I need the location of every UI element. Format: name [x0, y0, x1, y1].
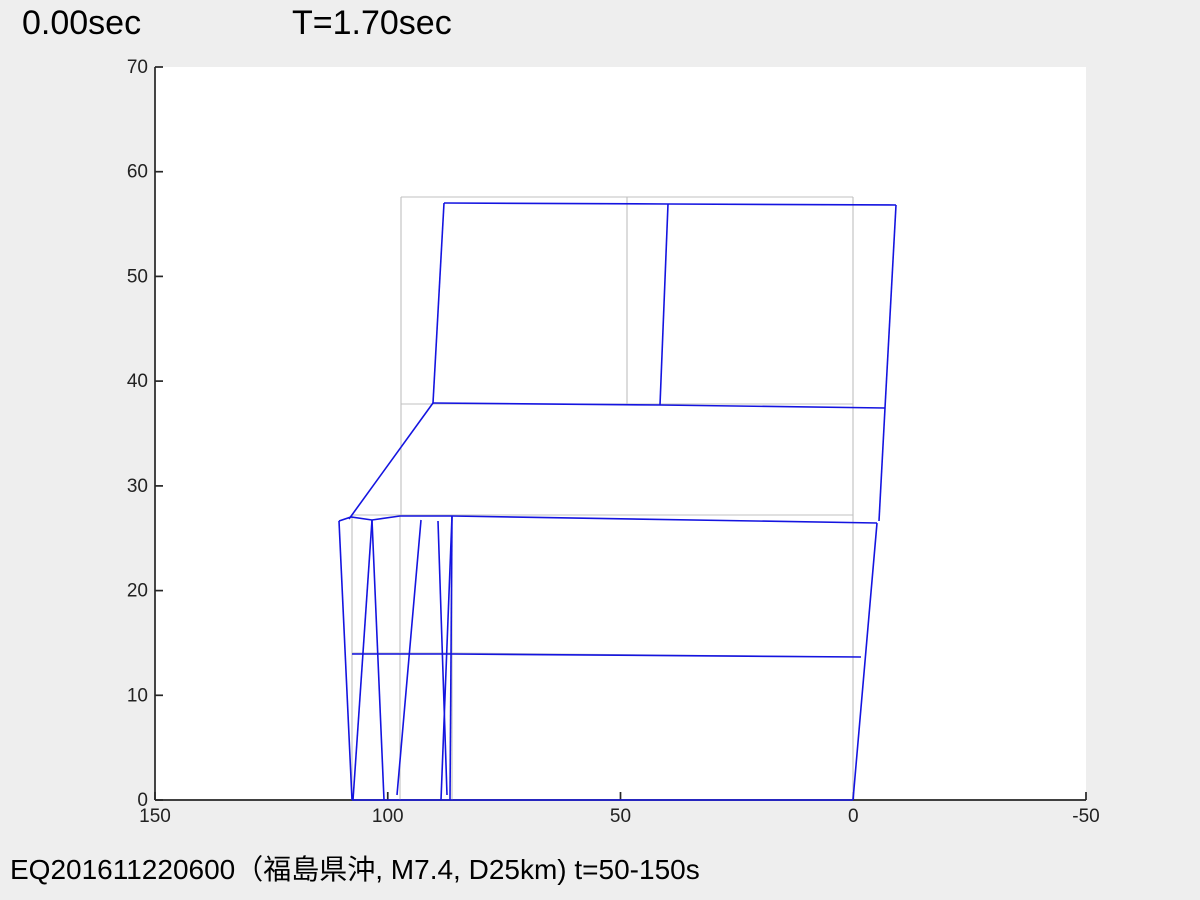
svg-text:30: 30: [127, 476, 148, 497]
svg-text:0: 0: [848, 806, 859, 827]
svg-text:10: 10: [127, 685, 148, 706]
svg-text:150: 150: [139, 806, 171, 827]
svg-text:20: 20: [127, 581, 148, 602]
svg-text:60: 60: [127, 162, 148, 183]
svg-text:40: 40: [127, 371, 148, 392]
svg-text:50: 50: [127, 266, 148, 287]
svg-text:100: 100: [372, 806, 404, 827]
svg-text:50: 50: [610, 806, 631, 827]
svg-text:-50: -50: [1072, 806, 1099, 827]
svg-text:70: 70: [127, 57, 148, 78]
